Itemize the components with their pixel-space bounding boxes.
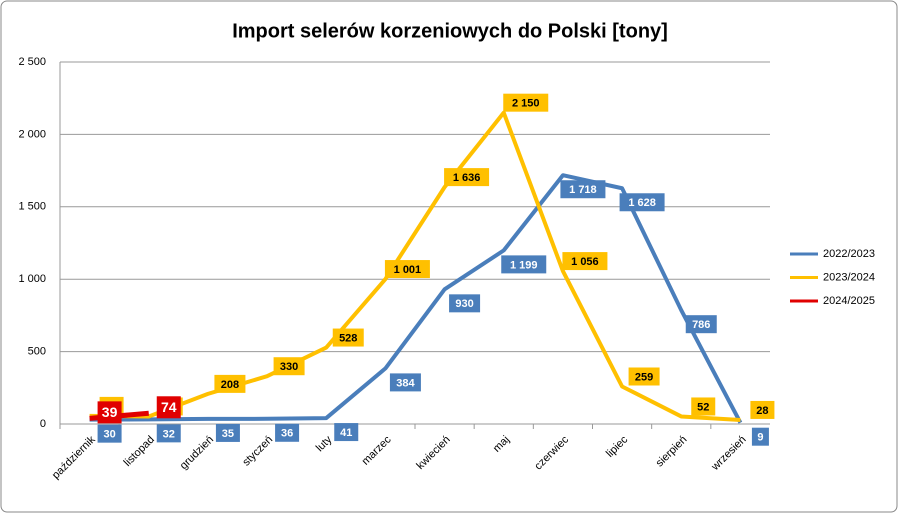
data-label-box <box>214 374 246 393</box>
data-label: 52 <box>697 401 709 413</box>
data-label-box <box>275 423 300 442</box>
data-label: 32 <box>163 428 175 440</box>
data-label-box <box>628 367 660 386</box>
data-label: 28 <box>756 405 768 417</box>
data-label-box <box>273 357 305 376</box>
data-label-box <box>750 400 775 419</box>
data-label: 930 <box>455 298 473 310</box>
data-label-box <box>332 328 364 347</box>
data-label: 36 <box>281 428 293 440</box>
legend-label: 2023/2024 <box>823 271 875 283</box>
legend-label: 2024/2025 <box>823 295 875 307</box>
data-label: 30 <box>103 429 115 441</box>
data-label-box <box>156 396 181 419</box>
data-label-box <box>156 424 181 443</box>
data-label: 259 <box>635 371 653 383</box>
data-label-box <box>389 373 421 392</box>
data-label: 528 <box>339 332 357 344</box>
data-label: 9 <box>757 432 763 444</box>
data-label: 35 <box>222 428 234 440</box>
data-label: 74 <box>161 399 177 415</box>
data-label: 786 <box>692 319 710 331</box>
data-label-box <box>691 397 716 416</box>
data-label-box <box>444 168 490 187</box>
data-label-box <box>97 424 122 443</box>
data-label: 208 <box>221 379 239 391</box>
data-label: 1 636 <box>453 172 481 184</box>
data-label-box <box>685 315 717 334</box>
y-tick-label: 1 000 <box>18 273 46 285</box>
data-label-box <box>97 401 122 424</box>
y-tick-label: 2 500 <box>18 56 46 68</box>
data-label: 330 <box>280 361 298 373</box>
data-label-box <box>503 93 549 112</box>
data-label: 1 628 <box>628 197 656 209</box>
legend-label: 2022/2023 <box>823 248 875 260</box>
data-label: 41 <box>340 427 352 439</box>
data-label: 39 <box>102 404 118 420</box>
data-label-box <box>384 260 430 279</box>
data-label-box <box>449 294 481 313</box>
data-label: 2 150 <box>512 98 540 110</box>
data-label-box <box>619 193 665 212</box>
y-tick-label: 1 500 <box>18 201 46 213</box>
data-label: 1 001 <box>394 264 422 276</box>
data-label: 1 199 <box>510 259 538 271</box>
y-tick-label: 500 <box>28 346 46 358</box>
series-line <box>89 110 741 422</box>
y-tick-label: 2 000 <box>18 128 46 140</box>
data-label: 1 056 <box>571 256 599 268</box>
data-label-box <box>334 423 359 442</box>
data-label-box <box>501 255 547 274</box>
chart-title: Import selerów korzeniowych do Polski [t… <box>232 20 668 42</box>
data-label-box <box>215 423 240 442</box>
y-tick-label: 0 <box>40 418 46 430</box>
data-label-box <box>562 252 608 271</box>
data-label: 384 <box>396 377 415 389</box>
data-label: 1 718 <box>569 184 597 196</box>
data-label-box <box>751 427 769 446</box>
data-label-box <box>560 180 606 199</box>
